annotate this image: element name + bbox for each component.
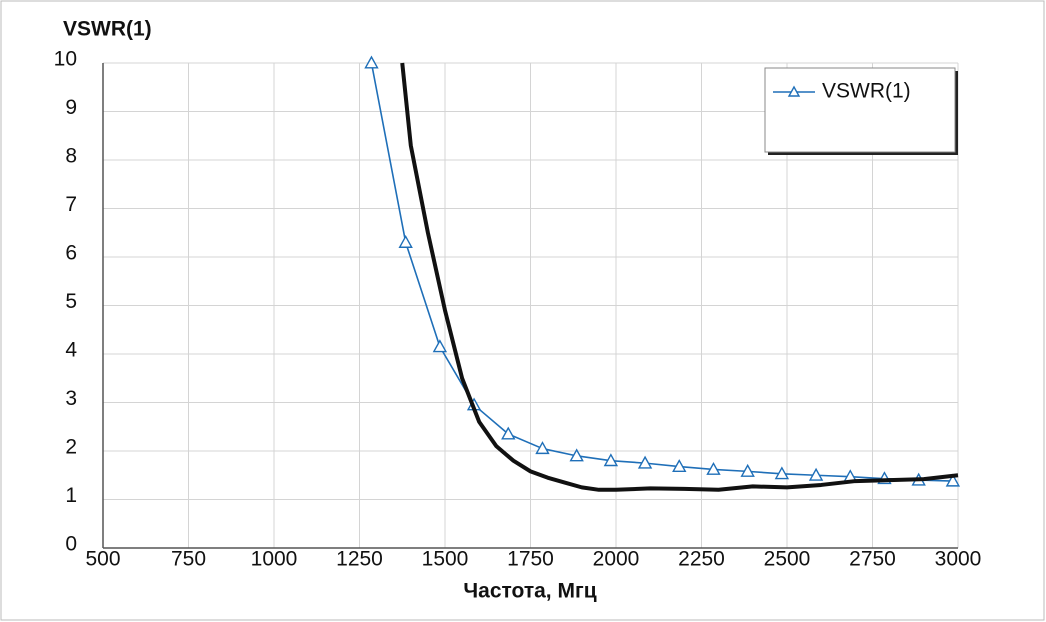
x-tick-label: 3000 (935, 548, 982, 571)
y-tick-label: 6 (65, 242, 77, 265)
x-tick-label: 2500 (764, 548, 811, 571)
y-tick-label: 1 (65, 484, 77, 507)
marker (774, 466, 790, 480)
y-tick-label: 9 (65, 96, 77, 119)
y-tick-label: 5 (65, 290, 77, 313)
y-tick-label: 8 (65, 145, 77, 168)
series-line (400, 62, 959, 492)
x-tick-label: 750 (171, 548, 206, 571)
x-tick-label: 1500 (422, 548, 469, 571)
marker (364, 55, 379, 69)
marker (672, 459, 687, 473)
marker (808, 467, 824, 481)
marker (945, 473, 961, 487)
x-tick-label: 2250 (678, 548, 725, 571)
marker (569, 448, 584, 462)
x-tick-label: 2750 (849, 548, 896, 571)
legend-marker (787, 85, 801, 97)
y-tick-label: 0 (65, 533, 77, 556)
marker (740, 463, 755, 477)
marker (637, 455, 653, 469)
marker (706, 461, 721, 475)
marker (535, 441, 550, 455)
y-tick-label: 10 (54, 48, 77, 71)
chart-title: VSWR(1) (63, 18, 152, 41)
marker (501, 426, 516, 440)
legend-label: VSWR(1) (822, 80, 911, 103)
x-tick-label: 1000 (251, 548, 298, 571)
marker (398, 235, 413, 248)
y-tick-label: 3 (65, 387, 77, 410)
x-tick-label: 1750 (507, 548, 554, 571)
x-tick-label: 1250 (336, 548, 383, 571)
x-axis-label: Частота, Мгц (463, 580, 596, 603)
y-tick-label: 7 (65, 193, 77, 216)
x-tick-label: 2000 (593, 548, 640, 571)
marker (432, 339, 448, 353)
x-tick-label: 500 (85, 548, 120, 571)
y-tick-label: 2 (65, 436, 77, 459)
y-tick-label: 4 (65, 339, 77, 362)
marker (603, 453, 619, 467)
legend (764, 67, 956, 153)
